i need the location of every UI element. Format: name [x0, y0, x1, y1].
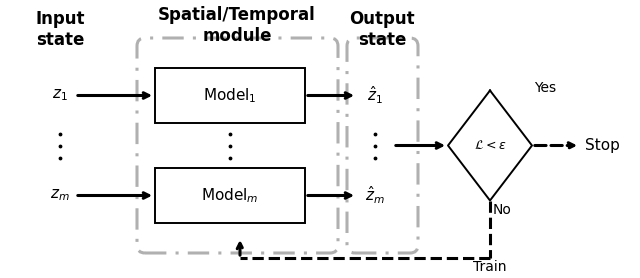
- Text: $z_m$: $z_m$: [50, 188, 70, 203]
- Text: $z_1$: $z_1$: [52, 88, 68, 103]
- Text: Yes: Yes: [534, 81, 556, 96]
- Text: Input
state: Input state: [35, 10, 84, 49]
- Text: $\mathrm{Model}_m$: $\mathrm{Model}_m$: [201, 186, 259, 205]
- Bar: [155, 168, 305, 223]
- Text: $\hat{z}_m$: $\hat{z}_m$: [365, 185, 385, 206]
- Text: Train: Train: [473, 260, 507, 274]
- Text: Stop: Stop: [585, 138, 620, 153]
- Text: No: No: [493, 202, 512, 217]
- Text: Output
state: Output state: [349, 10, 415, 49]
- Text: $\mathrm{Model}_1$: $\mathrm{Model}_1$: [203, 86, 257, 105]
- Text: Spatial/Temporal
module: Spatial/Temporal module: [158, 6, 316, 45]
- Text: $\hat{z}_1$: $\hat{z}_1$: [367, 85, 383, 106]
- Text: $\mathcal{L} < \epsilon$: $\mathcal{L} < \epsilon$: [474, 139, 506, 152]
- Bar: [155, 68, 305, 123]
